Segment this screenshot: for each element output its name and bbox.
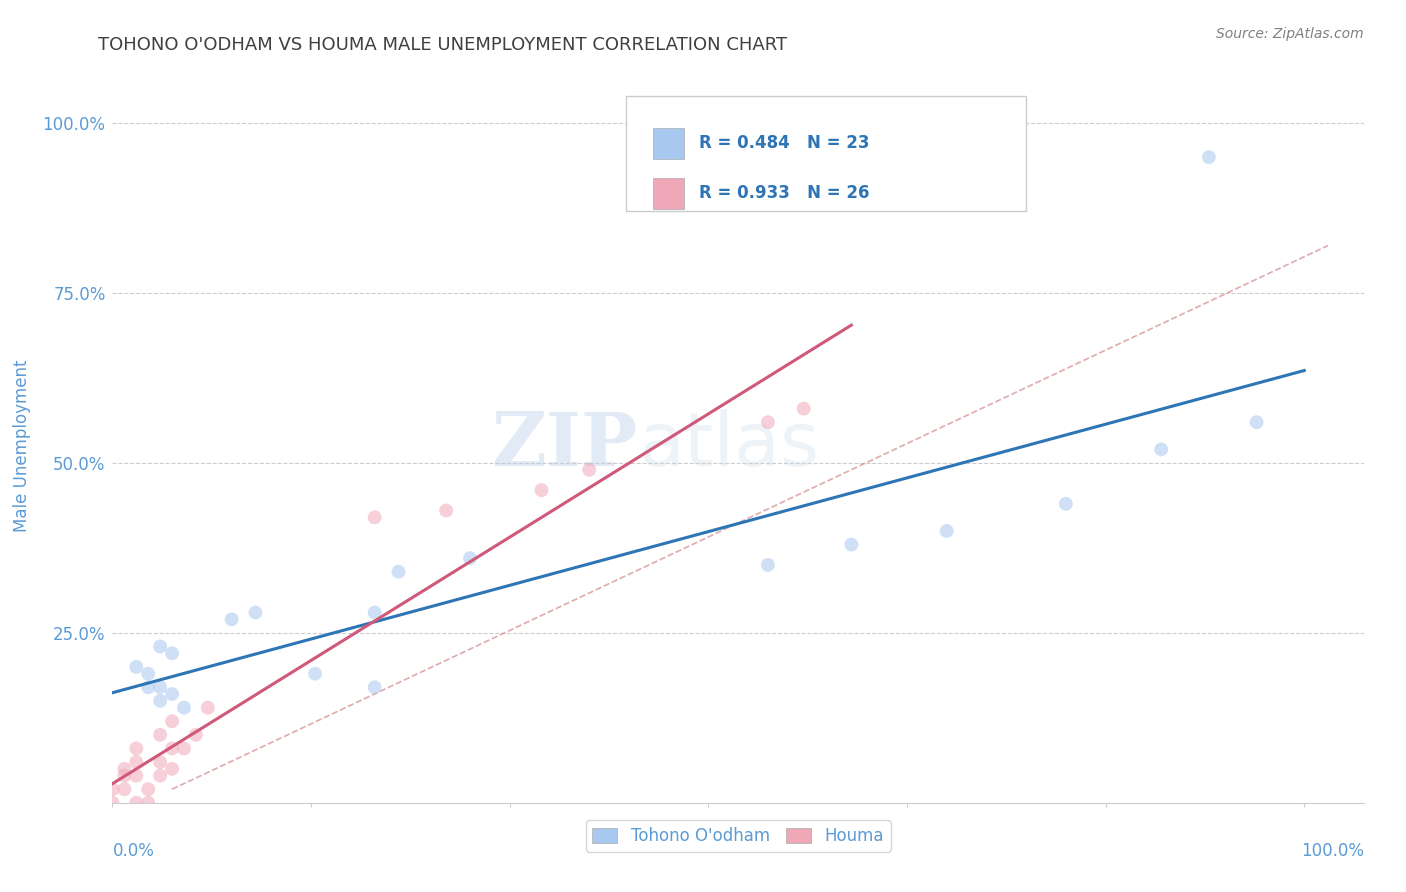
Point bbox=[136, 666, 159, 681]
Point bbox=[935, 524, 957, 538]
Point bbox=[530, 483, 553, 498]
Point bbox=[136, 782, 159, 797]
Text: 0.0%: 0.0% bbox=[112, 842, 155, 860]
Point bbox=[125, 741, 148, 756]
Point bbox=[363, 510, 385, 524]
Point bbox=[756, 415, 779, 429]
Point bbox=[756, 558, 779, 572]
Point bbox=[149, 640, 172, 654]
Point bbox=[101, 796, 124, 810]
Point bbox=[160, 646, 183, 660]
Point bbox=[793, 401, 815, 416]
Point bbox=[173, 741, 195, 756]
Text: 100.0%: 100.0% bbox=[1301, 842, 1364, 860]
Point bbox=[149, 694, 172, 708]
Point bbox=[125, 660, 148, 674]
Text: ZIP: ZIP bbox=[492, 409, 638, 483]
Point bbox=[1198, 150, 1220, 164]
Text: Source: ZipAtlas.com: Source: ZipAtlas.com bbox=[1216, 27, 1364, 41]
Point bbox=[160, 741, 183, 756]
Point bbox=[160, 687, 183, 701]
Point bbox=[387, 565, 409, 579]
Point bbox=[149, 680, 172, 694]
Point bbox=[1246, 415, 1268, 429]
Point bbox=[221, 612, 243, 626]
Point bbox=[149, 755, 172, 769]
Point bbox=[304, 666, 326, 681]
Text: R = 0.484   N = 23: R = 0.484 N = 23 bbox=[699, 135, 870, 153]
Point bbox=[245, 606, 267, 620]
Point bbox=[363, 680, 385, 694]
Point bbox=[173, 700, 195, 714]
Point bbox=[160, 762, 183, 776]
Point bbox=[363, 606, 385, 620]
Point bbox=[125, 796, 148, 810]
Point bbox=[112, 762, 135, 776]
Point bbox=[149, 769, 172, 783]
Point bbox=[841, 537, 863, 551]
Point bbox=[101, 782, 124, 797]
Point bbox=[112, 782, 135, 797]
Text: R = 0.933   N = 26: R = 0.933 N = 26 bbox=[699, 185, 870, 202]
Point bbox=[578, 463, 600, 477]
Point bbox=[1054, 497, 1077, 511]
Point bbox=[112, 769, 135, 783]
Point bbox=[125, 769, 148, 783]
Text: TOHONO O'ODHAM VS HOUMA MALE UNEMPLOYMENT CORRELATION CHART: TOHONO O'ODHAM VS HOUMA MALE UNEMPLOYMEN… bbox=[98, 36, 787, 54]
Point bbox=[434, 503, 457, 517]
FancyBboxPatch shape bbox=[652, 128, 685, 159]
FancyBboxPatch shape bbox=[652, 178, 685, 209]
Point bbox=[1150, 442, 1173, 457]
Point bbox=[149, 728, 172, 742]
Legend: Tohono O'odham, Houma: Tohono O'odham, Houma bbox=[585, 821, 891, 852]
Point bbox=[136, 680, 159, 694]
Point bbox=[184, 728, 207, 742]
Point bbox=[125, 755, 148, 769]
Point bbox=[197, 700, 219, 714]
Point bbox=[136, 796, 159, 810]
Y-axis label: Male Unemployment: Male Unemployment bbox=[14, 359, 31, 533]
Point bbox=[458, 551, 481, 566]
FancyBboxPatch shape bbox=[626, 96, 1026, 211]
Point bbox=[160, 714, 183, 729]
Text: atlas: atlas bbox=[638, 409, 820, 483]
